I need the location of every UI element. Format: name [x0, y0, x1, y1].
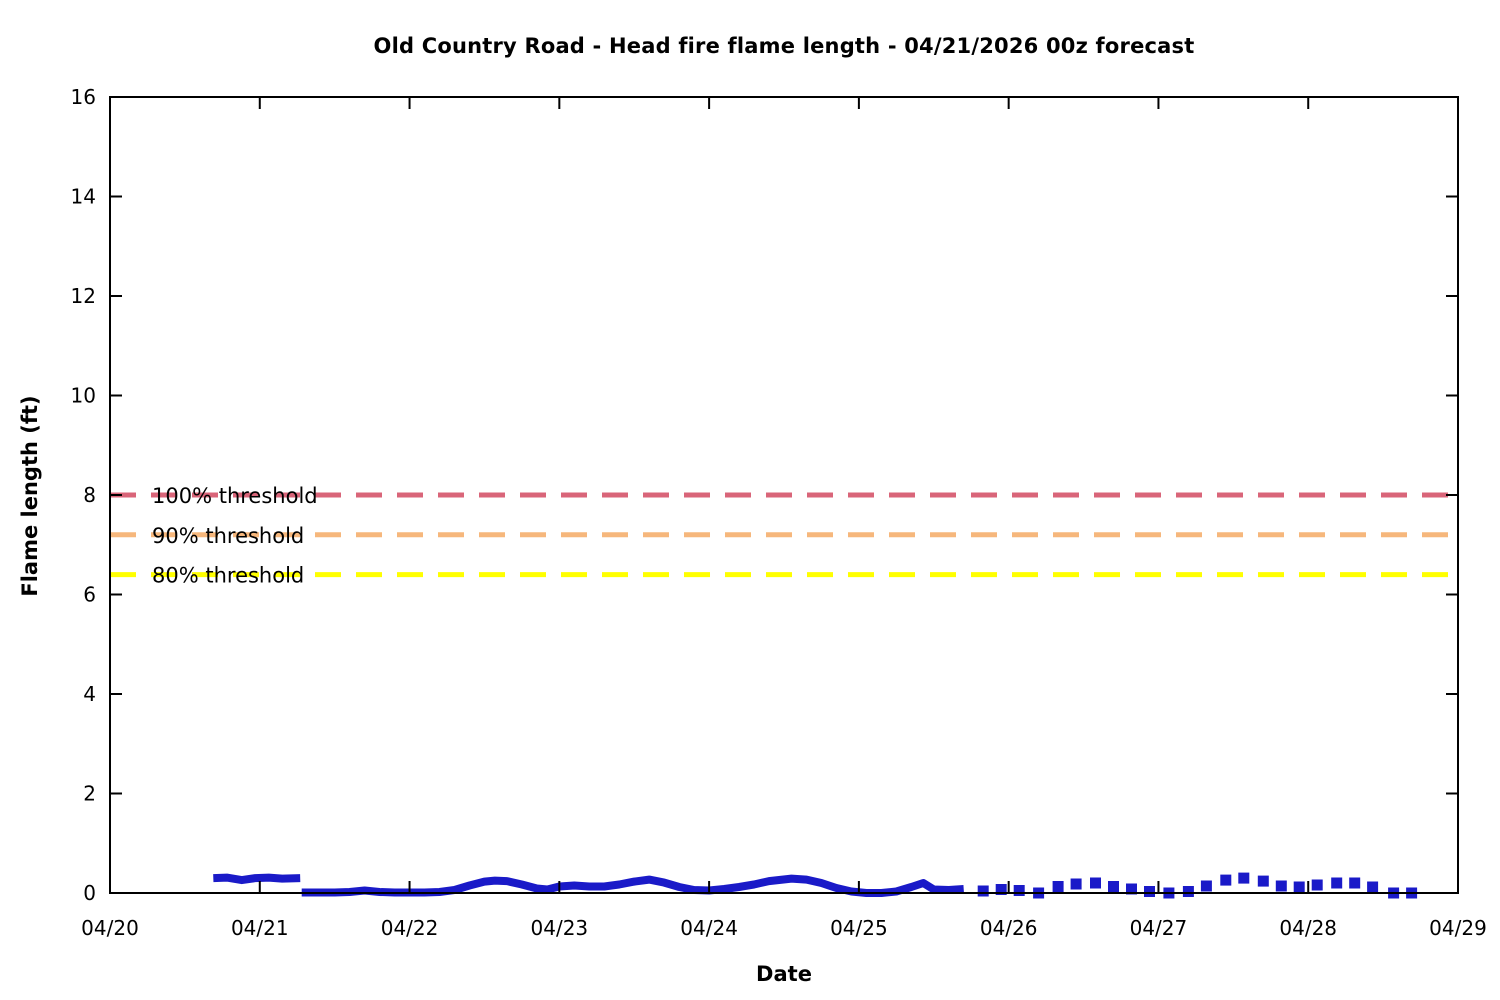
- x-tick-label-04/28: 04/28: [1279, 916, 1337, 940]
- head-fire-flame-length-extended-marker-16: [1275, 880, 1287, 892]
- x-tick-label-04/24: 04/24: [680, 916, 738, 940]
- y-tick-label-0: 0: [83, 881, 96, 905]
- y-tick-label-12: 12: [71, 284, 96, 308]
- head-fire-flame-length-solid-segment-1: [301, 874, 964, 897]
- x-tick-label-04/23: 04/23: [531, 916, 589, 940]
- head-fire-flame-length-extended-marker-5: [1070, 878, 1082, 890]
- x-tick-label-04/26: 04/26: [980, 916, 1038, 940]
- head-fire-flame-length-solid-segment-0: [213, 873, 301, 885]
- y-tick-label-14: 14: [71, 185, 96, 209]
- threshold-label-6.4: 80% threshold: [152, 564, 304, 588]
- y-tick-label-16: 16: [71, 85, 96, 109]
- head-fire-flame-length-extended-marker-8: [1126, 883, 1137, 895]
- x-tick-label-04/25: 04/25: [830, 916, 888, 940]
- head-fire-flame-length-extended-marker-9: [1144, 886, 1155, 897]
- x-tick-label-04/29: 04/29: [1429, 916, 1487, 940]
- y-tick-label-6: 6: [83, 583, 96, 607]
- head-fire-flame-length-extended-marker-15: [1257, 875, 1269, 887]
- head-fire-flame-length-extended-marker-1: [995, 884, 1007, 895]
- y-tick-label-8: 8: [83, 483, 96, 507]
- y-tick-label-4: 4: [83, 682, 96, 706]
- head-fire-flame-length-extended-marker-19: [1331, 877, 1343, 889]
- head-fire-flame-length-extended-marker-18: [1311, 879, 1323, 891]
- head-fire-flame-length-extended-marker-12: [1200, 880, 1212, 892]
- x-tick-label-04/21: 04/21: [231, 916, 289, 940]
- x-tick-label-04/27: 04/27: [1130, 916, 1188, 940]
- x-tick-label-04/20: 04/20: [81, 916, 139, 940]
- head-fire-flame-length-extended-marker-2: [1013, 885, 1025, 896]
- head-fire-flame-length-extended-marker-6: [1090, 877, 1101, 889]
- y-tick-label-2: 2: [83, 782, 96, 806]
- head-fire-flame-length-extended-marker-11: [1182, 886, 1194, 897]
- y-tick-label-10: 10: [71, 384, 96, 408]
- y-axis-title: Flame length (ft): [18, 395, 42, 597]
- chart-title: Old Country Road - Head fire flame lengt…: [373, 34, 1195, 58]
- head-fire-flame-length-extended-marker-20: [1349, 877, 1361, 889]
- x-axis-title: Date: [756, 962, 812, 986]
- threshold-label-7.2: 90% threshold: [152, 524, 304, 548]
- head-fire-flame-length-extended-marker-21: [1367, 881, 1379, 893]
- x-tick-label-04/22: 04/22: [381, 916, 439, 940]
- head-fire-flame-length-extended-marker-4: [1052, 881, 1064, 892]
- threshold-label-8: 100% threshold: [152, 484, 318, 508]
- head-fire-flame-length-extended-marker-13: [1220, 874, 1232, 886]
- head-fire-flame-length-extended-marker-14: [1238, 872, 1250, 884]
- head-fire-flame-length-extended-marker-17: [1293, 881, 1305, 893]
- head-fire-flame-length-extended-marker-0: [977, 885, 989, 897]
- head-fire-flame-length-extended-marker-7: [1108, 881, 1119, 892]
